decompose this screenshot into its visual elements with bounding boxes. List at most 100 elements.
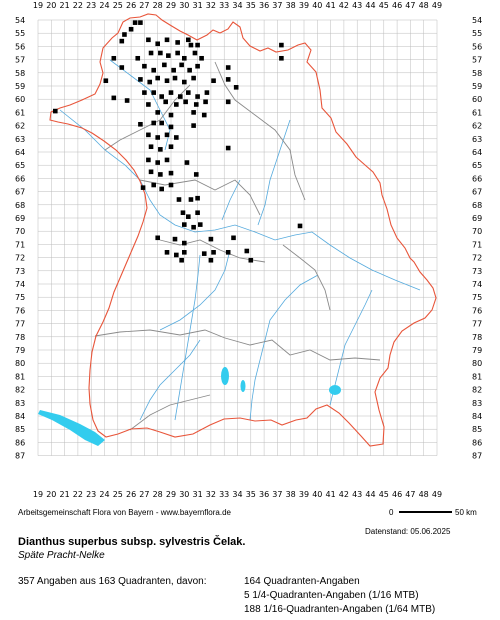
y-axis-label: 80 (15, 359, 25, 368)
occurrence-marker (171, 67, 176, 73)
x-axis-label: 28 (153, 490, 163, 499)
x-axis-label: 45 (379, 490, 389, 499)
occurrence-marker (168, 90, 174, 95)
y-axis-label: 77 (15, 320, 25, 329)
occurrence-marker (155, 75, 160, 81)
x-axis-labels-bottom: 19 20 21 22 23 24 25 26 27 28 29 30 31 32 33 34 35 36 37 38… (33, 490, 442, 499)
y-axis-label: 85 (472, 425, 482, 434)
y-axis-label: 72 (472, 254, 482, 263)
occurrence-marker (164, 78, 170, 84)
occurrence-marker (111, 55, 117, 61)
occurrence-marker (191, 110, 196, 115)
occurrence-marker (225, 250, 231, 255)
occurrence-marker (132, 20, 138, 25)
occurrence-marker (146, 132, 151, 138)
y-axis-labels-left: 54 55 56 57 58 59 60 61 62 63 64 65 66 67 68 69 70 71 72 73… (15, 16, 25, 461)
y-axis-label: 70 (15, 227, 25, 236)
y-axis-label: 74 (472, 280, 482, 289)
occurrence-marker (182, 79, 187, 85)
occurrence-marker (201, 112, 207, 118)
occurrence-marker (151, 90, 157, 95)
y-axis-label: 55 (472, 29, 482, 38)
occurrence-marker (146, 157, 151, 163)
occurrence-marker (168, 124, 174, 130)
occurrence-marker (178, 94, 183, 99)
occurrence-marker (185, 37, 191, 43)
x-axis-label: 21 (60, 490, 70, 499)
x-axis-label: 32 (206, 490, 216, 499)
occurrence-marker (203, 99, 208, 105)
y-axis-label: 56 (472, 42, 482, 51)
x-axis-label: 20 (46, 1, 56, 10)
y-axis-label: 59 (15, 82, 25, 91)
y-axis-label: 58 (472, 69, 482, 78)
occurrence-marker (164, 37, 170, 43)
occurrence-marker (172, 236, 178, 242)
occurrence-marker (128, 26, 134, 32)
occurrence-marker (146, 37, 151, 43)
occurrence-marker (182, 250, 187, 255)
x-axis-label: 43 (352, 490, 362, 499)
district-border (282, 244, 331, 311)
distribution-map: 19 20 21 22 23 24 25 26 27 28 29 30 31 32 33 34 35 36 37 38… (15, 1, 482, 499)
x-axis-label: 45 (379, 1, 389, 10)
y-axis-label: 77 (472, 320, 482, 329)
x-axis-label: 22 (73, 490, 83, 499)
stats-quadrant: 164 Quadranten-Angaben (244, 576, 360, 587)
occurrence-marker (174, 135, 179, 140)
occurrence-marker (182, 55, 187, 61)
y-axis-label: 84 (472, 412, 482, 421)
district-border (104, 84, 191, 151)
x-axis-label: 39 (299, 490, 309, 499)
occurrence-marker (248, 257, 254, 263)
y-axis-label: 67 (472, 188, 482, 197)
y-axis-label: 76 (15, 306, 25, 315)
map-grid (37, 19, 438, 456)
occurrence-marker (195, 195, 200, 201)
x-axis-label: 29 (166, 490, 176, 499)
y-axis-label: 75 (15, 293, 25, 302)
x-axis-label: 23 (86, 490, 96, 499)
occurrence-markers (52, 20, 303, 263)
x-axis-label: 49 (432, 1, 442, 10)
y-axis-label: 76 (472, 306, 482, 315)
occurrence-marker (204, 90, 210, 95)
x-axis-label: 48 (419, 490, 429, 499)
y-axis-label: 80 (472, 359, 482, 368)
occurrence-marker (195, 63, 200, 69)
y-axis-label: 81 (472, 372, 482, 381)
y-axis-label: 69 (472, 214, 482, 223)
occurrence-marker (195, 94, 200, 99)
x-axis-label: 47 (405, 490, 415, 499)
x-axis-label: 25 (113, 1, 123, 10)
y-axis-label: 71 (15, 240, 25, 249)
credits-text: Arbeitsgemeinschaft Flora von Bayern - w… (18, 508, 231, 517)
x-axis-label: 43 (352, 1, 362, 10)
stats-sixtyfourth: 188 1/16-Quadranten-Angaben (1/64 MTB) (244, 604, 436, 615)
y-axis-label: 73 (15, 267, 25, 276)
occurrence-marker (159, 120, 164, 126)
x-axis-label: 26 (126, 1, 136, 10)
occurrence-marker (166, 53, 171, 58)
y-axis-label: 69 (15, 214, 25, 223)
occurrence-marker (244, 248, 250, 254)
occurrence-marker (146, 102, 151, 107)
scale-zero-label: 0 (389, 508, 394, 517)
occurrence-marker (172, 75, 178, 81)
occurrence-marker (158, 172, 163, 177)
occurrence-marker (158, 50, 163, 56)
y-axis-label: 60 (15, 95, 25, 104)
x-axis-label: 20 (46, 490, 56, 499)
x-axis-label: 44 (365, 1, 375, 10)
occurrence-marker (199, 55, 204, 61)
x-axis-labels-top: 19 20 21 22 23 24 25 26 27 28 29 30 31 32 33 34 35 36 37 38… (33, 1, 442, 10)
x-axis-label: 27 (139, 490, 149, 499)
x-axis-label: 19 (33, 1, 43, 10)
river (257, 119, 291, 226)
lake (221, 367, 229, 385)
y-axis-label: 65 (15, 161, 25, 170)
occurrence-marker (182, 240, 187, 246)
y-axis-label: 83 (472, 399, 482, 408)
y-axis-label: 81 (15, 372, 25, 381)
occurrence-marker (119, 38, 125, 44)
